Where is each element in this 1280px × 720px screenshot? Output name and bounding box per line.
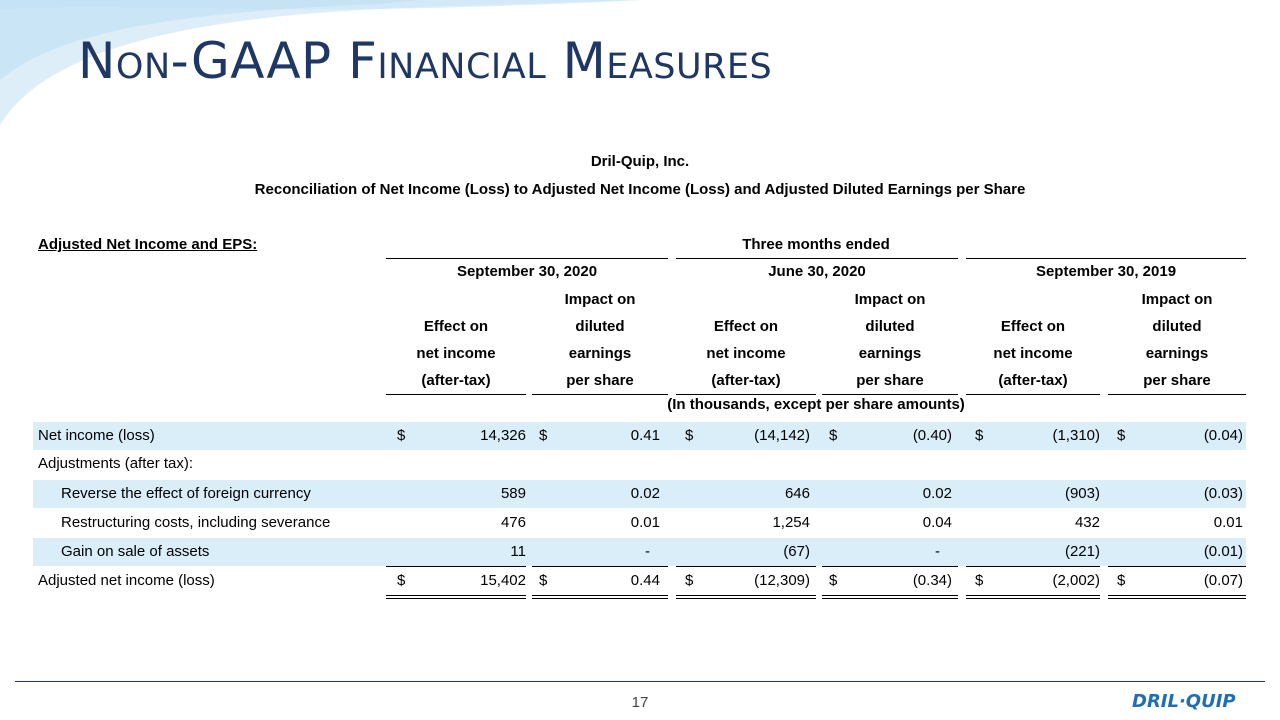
value-cell: (903) <box>1064 485 1100 502</box>
total-rule <box>386 566 526 567</box>
period-jun-2020: June 30, 2020 <box>676 258 958 285</box>
dollar-sign: $ <box>397 427 406 444</box>
value-cell: (0.03) <box>1203 485 1243 502</box>
value-cell: 11 <box>510 543 526 560</box>
decorative-swoosh <box>0 0 640 125</box>
value-cell: 0.44 <box>630 572 660 589</box>
page-number: 17 <box>631 694 649 711</box>
dollar-sign: $ <box>1117 572 1126 589</box>
dril-quip-logo: DRIL·QUIP <box>1132 691 1236 712</box>
value-cell: 0.04 <box>922 514 952 531</box>
value-cell: 589 <box>500 485 526 502</box>
dollar-sign: $ <box>975 572 984 589</box>
value-cell: 0.01 <box>1213 514 1243 531</box>
value-cell: - <box>935 543 940 560</box>
col-header-effect-sep-2020: Effect on net income (after-tax) <box>386 284 526 395</box>
row-label: Net income (loss) <box>38 427 155 444</box>
value-cell: (0.40) <box>912 427 952 444</box>
dollar-sign: $ <box>539 572 548 589</box>
total-rule <box>822 566 958 567</box>
dollar-sign: $ <box>685 427 694 444</box>
value-cell: 432 <box>1074 514 1100 531</box>
value-cell: (2,002) <box>1052 572 1100 589</box>
footer-divider <box>15 681 1265 682</box>
col-header-impact-sep-2020: Impact on diluted earnings per share <box>532 284 668 395</box>
total-rule <box>532 566 668 567</box>
value-cell: (12,309) <box>754 572 810 589</box>
dollar-sign: $ <box>829 427 838 444</box>
row-label: Restructuring costs, including severance <box>61 514 331 531</box>
value-cell: 15,402 <box>480 572 526 589</box>
value-cell: - <box>645 543 650 560</box>
dollar-sign: $ <box>1117 427 1126 444</box>
value-cell: (1,310) <box>1052 427 1100 444</box>
period-sep-2020: September 30, 2020 <box>386 258 668 285</box>
units-note: (In thousands, except per share amounts) <box>667 396 965 413</box>
total-double-rule <box>966 595 1100 599</box>
section-label: Adjusted Net Income and EPS: <box>38 236 258 253</box>
table-row-foreign-currency: Reverse the effect of foreign currency 5… <box>33 480 1246 508</box>
value-cell: (221) <box>1064 543 1100 560</box>
value-cell: 476 <box>500 514 526 531</box>
value-cell: (0.34) <box>912 572 952 589</box>
total-rule <box>1108 566 1246 567</box>
dollar-sign: $ <box>397 572 406 589</box>
value-cell: 0.02 <box>630 485 660 502</box>
logo-text: DRIL·QUIP <box>1132 691 1236 712</box>
value-cell: (0.01) <box>1203 543 1243 560</box>
col-header-effect-sep-2019: Effect on net income (after-tax) <box>966 284 1100 395</box>
row-label: Adjustments (after tax): <box>38 455 194 472</box>
dollar-sign: $ <box>539 427 548 444</box>
table-row-gain-on-sale: Gain on sale of assets 11 - (67) - (221)… <box>33 538 1246 566</box>
col-header-effect-jun-2020: Effect on net income (after-tax) <box>676 284 816 395</box>
total-double-rule <box>676 595 816 599</box>
company-name: Dril-Quip, Inc. <box>590 153 690 170</box>
value-cell: 0.02 <box>922 485 952 502</box>
value-cell: 1,254 <box>772 514 810 531</box>
value-cell: (0.07) <box>1203 572 1243 589</box>
total-double-rule <box>1108 595 1246 599</box>
value-cell: 0.41 <box>630 427 660 444</box>
period-sep-2019: September 30, 2019 <box>966 258 1246 285</box>
dollar-sign: $ <box>829 572 838 589</box>
total-rule <box>676 566 816 567</box>
slide-title: Non-GAAP Financial Measures <box>78 32 773 90</box>
total-double-rule <box>532 595 668 599</box>
value-cell: (0.04) <box>1203 427 1243 444</box>
total-double-rule <box>386 595 526 599</box>
total-double-rule <box>822 595 958 599</box>
total-rule <box>966 566 1100 567</box>
table-row-net-income: Net income (loss) $ 14,326 $ 0.41 $ (14,… <box>33 422 1246 450</box>
value-cell: 14,326 <box>480 427 526 444</box>
table-row-adjustments: Adjustments (after tax): <box>33 450 1246 478</box>
dollar-sign: $ <box>975 427 984 444</box>
value-cell: 0.01 <box>630 514 660 531</box>
value-cell: (67) <box>783 543 810 560</box>
col-header-impact-sep-2019: Impact on diluted earnings per share <box>1108 284 1246 395</box>
value-cell: (14,142) <box>754 427 810 444</box>
row-label: Adjusted net income (loss) <box>38 572 215 589</box>
table-row-adjusted-net-income: Adjusted net income (loss) $ 15,402 $ 0.… <box>33 567 1246 595</box>
report-subtitle: Reconciliation of Net Income (Loss) to A… <box>254 181 1026 198</box>
table-row-restructuring: Restructuring costs, including severance… <box>33 509 1246 537</box>
dollar-sign: $ <box>685 572 694 589</box>
col-header-impact-jun-2020: Impact on diluted earnings per share <box>822 284 958 395</box>
row-label: Gain on sale of assets <box>61 543 210 560</box>
value-cell: 646 <box>784 485 810 502</box>
period-header: Three months ended <box>742 236 890 253</box>
row-label: Reverse the effect of foreign currency <box>61 485 311 502</box>
